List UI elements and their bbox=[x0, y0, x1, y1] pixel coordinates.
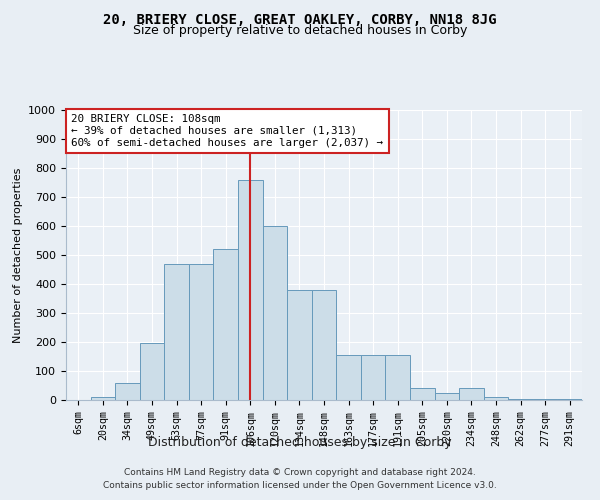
Bar bbox=[238, 180, 263, 400]
Bar bbox=[557, 398, 582, 400]
Bar bbox=[385, 355, 410, 400]
Text: Contains HM Land Registry data © Crown copyright and database right 2024.: Contains HM Land Registry data © Crown c… bbox=[124, 468, 476, 477]
Bar bbox=[140, 344, 164, 400]
Bar bbox=[312, 290, 336, 400]
Bar bbox=[533, 398, 557, 400]
Bar bbox=[410, 388, 434, 400]
Bar bbox=[434, 393, 459, 400]
Bar bbox=[214, 249, 238, 400]
Bar bbox=[189, 264, 214, 400]
Bar bbox=[336, 355, 361, 400]
Bar bbox=[361, 355, 385, 400]
Text: Contains public sector information licensed under the Open Government Licence v3: Contains public sector information licen… bbox=[103, 480, 497, 490]
Bar bbox=[164, 264, 189, 400]
Y-axis label: Number of detached properties: Number of detached properties bbox=[13, 168, 23, 342]
Bar bbox=[263, 226, 287, 400]
Bar bbox=[287, 290, 312, 400]
Text: Distribution of detached houses by size in Corby: Distribution of detached houses by size … bbox=[148, 436, 452, 449]
Bar bbox=[484, 397, 508, 400]
Text: 20 BRIERY CLOSE: 108sqm
← 39% of detached houses are smaller (1,313)
60% of semi: 20 BRIERY CLOSE: 108sqm ← 39% of detache… bbox=[71, 114, 383, 148]
Bar bbox=[91, 397, 115, 400]
Text: Size of property relative to detached houses in Corby: Size of property relative to detached ho… bbox=[133, 24, 467, 37]
Bar bbox=[115, 382, 140, 400]
Text: 20, BRIERY CLOSE, GREAT OAKLEY, CORBY, NN18 8JG: 20, BRIERY CLOSE, GREAT OAKLEY, CORBY, N… bbox=[103, 12, 497, 26]
Bar bbox=[508, 398, 533, 400]
Bar bbox=[459, 388, 484, 400]
